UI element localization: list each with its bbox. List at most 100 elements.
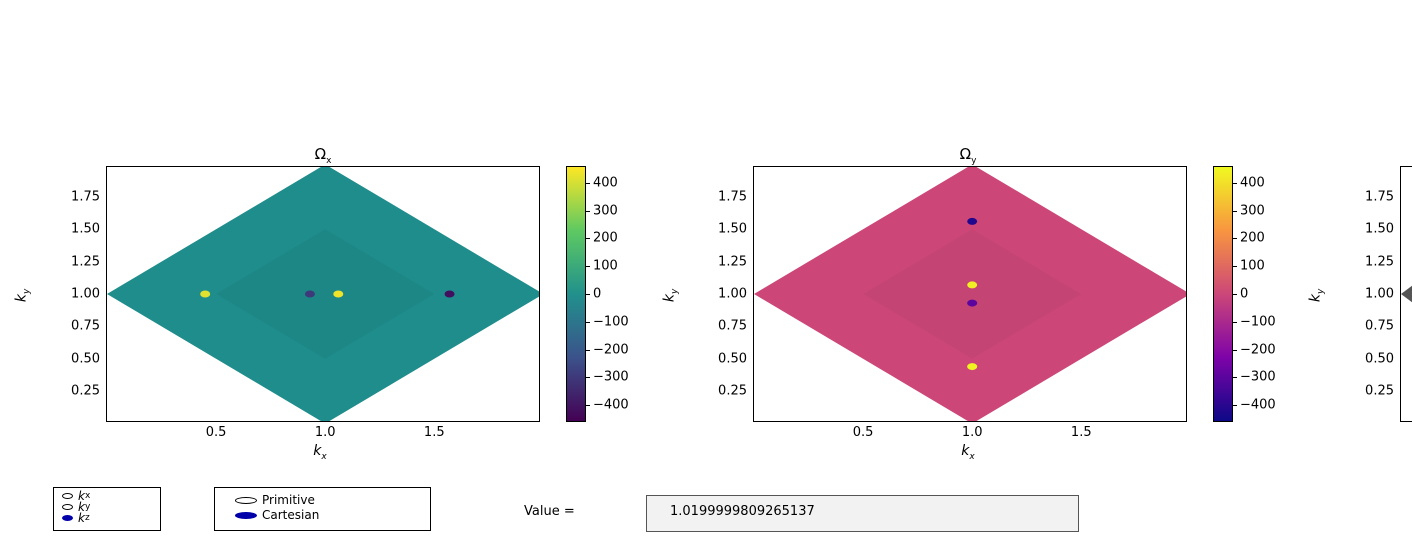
- colorbar-tick-label: 400: [593, 175, 618, 191]
- x-tick-label: 1.5: [423, 425, 445, 440]
- x-axis-label: kx: [961, 443, 975, 462]
- colorbar-tick-mark: [1233, 294, 1237, 295]
- colorbar-tick-mark: [1233, 405, 1237, 407]
- colorbar-tick-mark: [586, 321, 590, 323]
- y-tick-label: 0.75: [71, 318, 100, 334]
- colorbar-tick-mark: [586, 377, 590, 379]
- y-tick-label: 1.00: [718, 286, 747, 302]
- colorbar-tick-mark: [586, 182, 590, 184]
- x-tick-label: 0.5: [205, 425, 227, 440]
- colorbar-tick-label: 200: [1240, 230, 1265, 246]
- radio-option-primitive[interactable]: Primitive: [235, 493, 315, 507]
- colorbar-tick-label: 300: [593, 203, 618, 219]
- colorbar-tick-label: 300: [1240, 203, 1265, 219]
- colorbar-tick-label: −200: [1240, 342, 1276, 358]
- y-tick-label: 0.25: [71, 383, 100, 399]
- y-axis-label: ky: [1307, 288, 1327, 303]
- y-tick-label: 0.25: [1365, 383, 1394, 399]
- colorbar-tick-label: 0: [593, 286, 602, 302]
- colorbar-tick-mark: [1233, 238, 1237, 240]
- hotspot-point: [444, 290, 455, 298]
- x-tick-label: 1.0: [961, 425, 983, 440]
- value-textbox[interactable]: 1.0199999809265137: [646, 495, 1079, 532]
- colorbar-tick-mark: [1233, 321, 1237, 323]
- colorbar-tick-label: 200: [593, 230, 618, 246]
- radio-option-cartesian[interactable]: Cartesian: [235, 508, 319, 522]
- y-tick-label: 1.75: [71, 189, 100, 205]
- y-tick-label: 1.25: [71, 254, 100, 270]
- basis-radio-group[interactable]: Primitive Cartesian: [214, 487, 431, 531]
- y-tick-label: 1.25: [718, 254, 747, 270]
- colorbar-tick-mark: [586, 405, 590, 407]
- colorbar-tick-label: 400: [1240, 175, 1265, 191]
- heatmap-plot: [754, 167, 1186, 421]
- colorbar-tick-label: 100: [1240, 258, 1265, 274]
- y-tick-label: 0.75: [1365, 318, 1394, 334]
- y-tick-label: 0.50: [718, 351, 747, 367]
- colorbar-tick-label: −100: [1240, 314, 1276, 330]
- y-axis-label: ky: [13, 288, 33, 303]
- colorbar-tick-mark: [1233, 210, 1237, 212]
- heatmap-axes[interactable]: [753, 166, 1187, 422]
- x-tick-label: 0.5: [852, 425, 874, 440]
- x-tick-label: 1.0: [314, 425, 336, 440]
- radio-button-icon[interactable]: [235, 496, 257, 504]
- diamond-edge: [1401, 285, 1412, 303]
- radio-button-icon[interactable]: [62, 504, 73, 510]
- y-axis-label: ky: [661, 288, 681, 303]
- y-tick-label: 1.75: [1365, 189, 1394, 205]
- heatmap-plot: [107, 167, 539, 421]
- zone-diamond: [107, 167, 539, 421]
- y-tick-label: 1.75: [718, 189, 747, 205]
- y-tick-label: 0.50: [1365, 351, 1394, 367]
- hotspot-point: [967, 281, 978, 289]
- hotspot-point: [967, 217, 978, 225]
- colorbar: [566, 166, 586, 422]
- colorbar: [1213, 166, 1233, 422]
- colorbar-tick-label: −200: [593, 342, 629, 358]
- y-tick-label: 1.00: [1365, 286, 1394, 302]
- colorbar-tick-label: −100: [593, 314, 629, 330]
- y-tick-label: 1.50: [718, 221, 747, 237]
- colorbar-tick-label: −300: [1240, 369, 1276, 385]
- y-tick-label: 1.50: [71, 221, 100, 237]
- y-tick-label: 1.00: [71, 286, 100, 302]
- y-tick-label: 1.50: [1365, 221, 1394, 237]
- colorbar-tick-mark: [586, 210, 590, 212]
- value-label: Value =: [524, 504, 575, 519]
- colorbar-tick-mark: [1233, 377, 1237, 379]
- hotspot-point: [967, 363, 978, 371]
- radio-button-icon[interactable]: [62, 493, 73, 499]
- zone-diamond: [754, 167, 1186, 421]
- colorbar-tick-mark: [586, 349, 590, 351]
- colorbar-tick-mark: [1233, 266, 1237, 268]
- heatmap-axes-partial: [1400, 166, 1412, 422]
- colorbar-tick-mark: [586, 238, 590, 240]
- hotspot-point: [333, 290, 344, 298]
- radio-button-selected-icon[interactable]: [235, 511, 257, 519]
- colorbar-tick-mark: [586, 294, 590, 295]
- x-axis-label: kx: [313, 443, 327, 462]
- hotspot-point: [304, 290, 315, 298]
- heatmap-axes[interactable]: [106, 166, 540, 422]
- y-tick-label: 0.50: [71, 351, 100, 367]
- colorbar-tick-label: −400: [1240, 397, 1276, 413]
- colorbar-tick-label: −300: [593, 369, 629, 385]
- radio-button-selected-icon[interactable]: [62, 515, 73, 521]
- hotspot-point: [967, 299, 978, 307]
- plot-title: Ωy: [959, 145, 977, 166]
- colorbar-tick-label: 0: [1240, 286, 1249, 302]
- colorbar-tick-mark: [1233, 349, 1237, 351]
- y-tick-label: 0.75: [718, 318, 747, 334]
- plot-title: Ωx: [314, 145, 332, 166]
- colorbar-tick-label: −400: [593, 397, 629, 413]
- x-tick-label: 1.5: [1070, 425, 1092, 440]
- colorbar-tick-mark: [1233, 182, 1237, 184]
- colorbar-tick-label: 100: [593, 258, 618, 274]
- colorbar-tick-mark: [586, 266, 590, 268]
- hotspot-point: [200, 290, 211, 298]
